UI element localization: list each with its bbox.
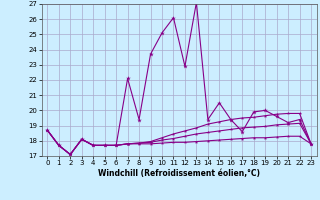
X-axis label: Windchill (Refroidissement éolien,°C): Windchill (Refroidissement éolien,°C) [98,169,260,178]
